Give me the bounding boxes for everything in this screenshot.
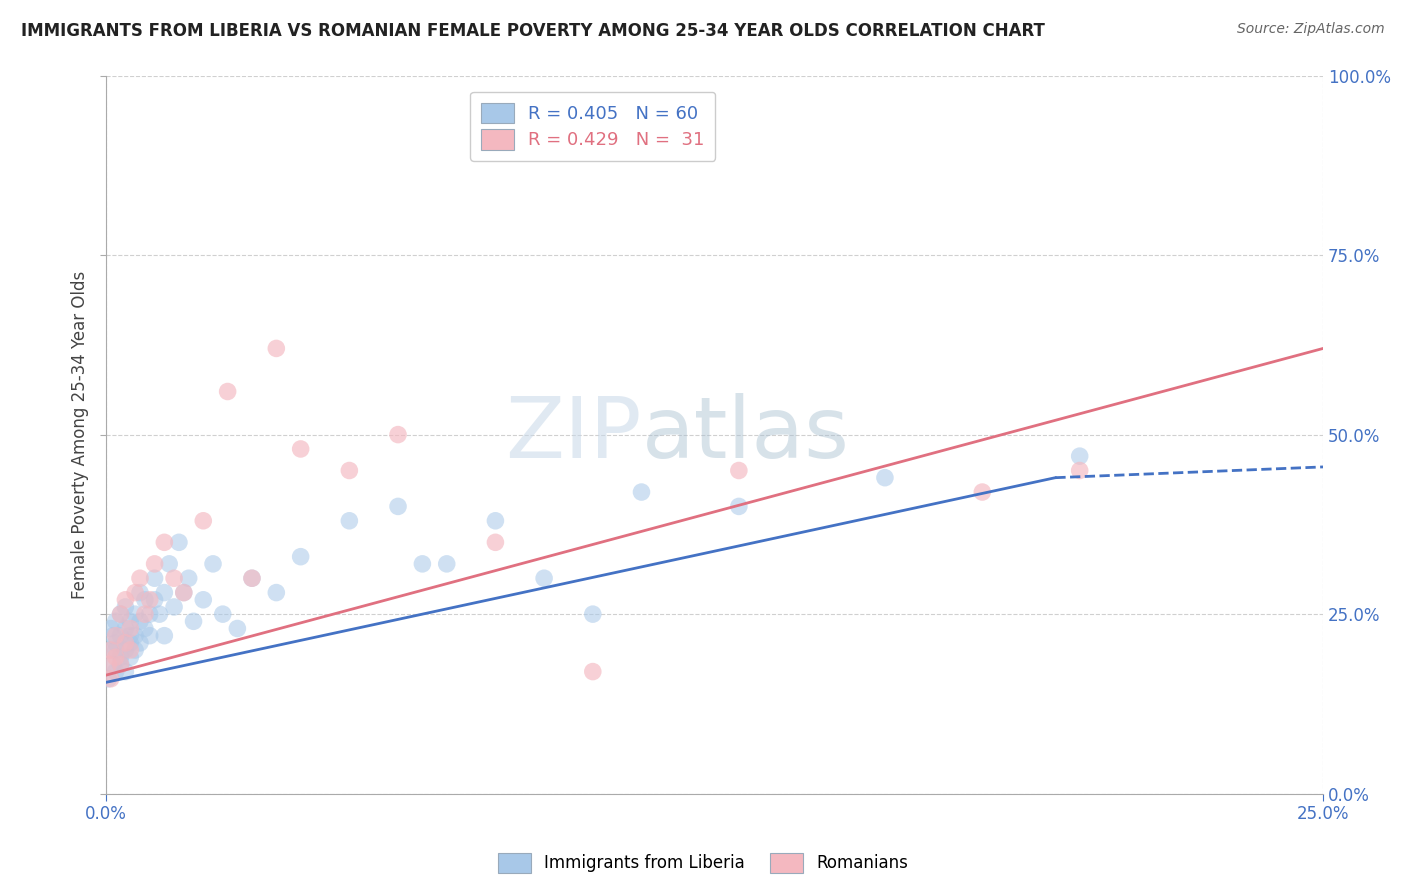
Point (143, 571, 166, 585)
Text: ZIP: ZIP (505, 393, 641, 476)
Y-axis label: Female Poverty Among 25-34 Year Olds: Female Poverty Among 25-34 Year Olds (72, 270, 89, 599)
Point (193, 592, 215, 607)
Point (110, 607, 132, 621)
Point (266, 585, 288, 599)
Point (97, 672, 120, 686)
Point (163, 571, 186, 585)
Point (129, 571, 152, 585)
Point (533, 571, 555, 585)
Point (217, 384, 239, 399)
Point (110, 607, 132, 621)
Point (104, 650, 127, 665)
Point (124, 629, 146, 643)
Point (124, 585, 146, 599)
Point (630, 485, 652, 500)
Point (266, 342, 288, 356)
Text: atlas: atlas (641, 393, 849, 476)
Point (728, 463, 751, 477)
Point (290, 549, 312, 564)
Point (120, 615, 142, 629)
Point (337, 514, 360, 528)
Point (226, 622, 249, 636)
Point (100, 622, 122, 636)
Point (134, 622, 156, 636)
Point (104, 636, 127, 650)
Point (114, 636, 136, 650)
Point (484, 535, 506, 549)
Point (138, 607, 160, 621)
Point (110, 657, 132, 672)
Point (337, 463, 360, 477)
Point (97, 657, 120, 672)
Point (114, 592, 136, 607)
Point (153, 629, 176, 643)
Point (167, 535, 190, 549)
Point (110, 650, 132, 665)
Point (484, 514, 506, 528)
Point (120, 643, 142, 657)
Point (129, 585, 152, 599)
Point (1069, 449, 1091, 463)
Point (104, 665, 127, 679)
Point (104, 629, 127, 643)
Point (148, 607, 170, 621)
Point (129, 615, 152, 629)
Point (114, 599, 136, 614)
Point (134, 592, 156, 607)
Point (114, 665, 136, 679)
Point (582, 665, 605, 679)
Point (100, 672, 122, 686)
Point (104, 643, 127, 657)
Point (728, 500, 751, 514)
Point (138, 629, 160, 643)
Point (120, 629, 142, 643)
Point (183, 615, 205, 629)
Point (110, 657, 132, 672)
Point (193, 514, 215, 528)
Point (100, 643, 122, 657)
Point (120, 622, 142, 636)
Point (387, 427, 409, 442)
Point (211, 607, 233, 621)
Legend: R = 0.405   N = 60, R = 0.429   N =  31: R = 0.405 N = 60, R = 0.429 N = 31 (470, 92, 716, 161)
Point (138, 592, 160, 607)
Text: IMMIGRANTS FROM LIBERIA VS ROMANIAN FEMALE POVERTY AMONG 25-34 YEAR OLDS CORRELA: IMMIGRANTS FROM LIBERIA VS ROMANIAN FEMA… (21, 22, 1045, 40)
Point (582, 607, 605, 621)
Point (972, 485, 994, 500)
Point (173, 585, 195, 599)
Point (202, 557, 225, 571)
Point (387, 500, 409, 514)
Point (240, 571, 263, 585)
Point (120, 636, 142, 650)
Point (120, 650, 142, 665)
Point (163, 599, 186, 614)
Point (103, 657, 125, 672)
Point (240, 571, 263, 585)
Point (134, 607, 156, 621)
Point (173, 585, 195, 599)
Point (411, 557, 433, 571)
Point (177, 571, 200, 585)
Point (143, 557, 166, 571)
Text: Source: ZipAtlas.com: Source: ZipAtlas.com (1237, 22, 1385, 37)
Point (1069, 463, 1091, 477)
Point (110, 629, 132, 643)
Point (153, 585, 176, 599)
Point (129, 636, 152, 650)
Point (153, 535, 176, 549)
Legend: Immigrants from Liberia, Romanians: Immigrants from Liberia, Romanians (491, 847, 915, 880)
Point (103, 629, 125, 643)
Point (143, 592, 166, 607)
Point (124, 643, 146, 657)
Point (100, 643, 122, 657)
Point (157, 557, 180, 571)
Point (873, 471, 896, 485)
Point (104, 615, 127, 629)
Point (436, 557, 458, 571)
Point (124, 607, 146, 621)
Point (114, 643, 136, 657)
Point (114, 622, 136, 636)
Point (290, 442, 312, 456)
